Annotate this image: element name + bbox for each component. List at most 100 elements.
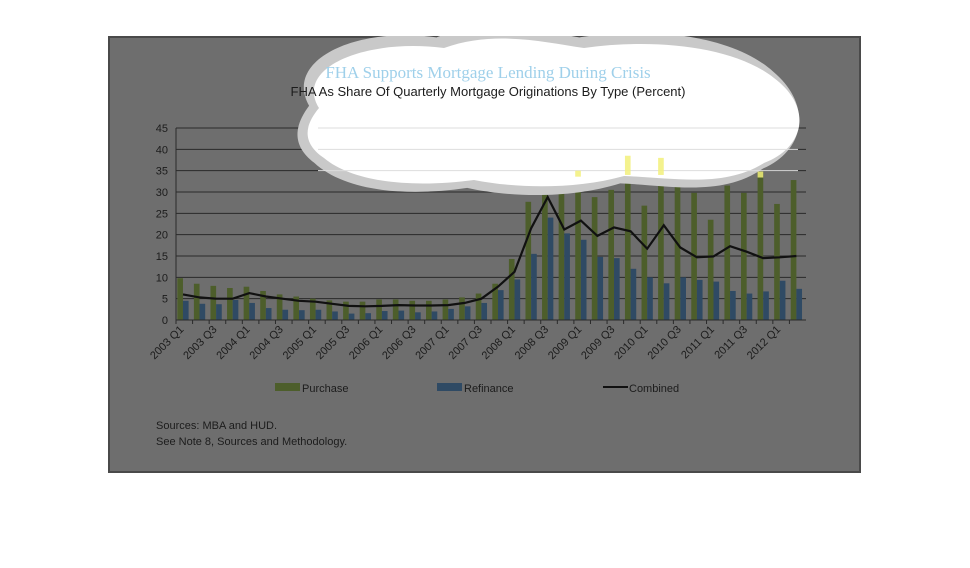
bar-purchase — [674, 181, 681, 320]
bar-refinance — [216, 304, 222, 320]
bar-refinance — [779, 280, 786, 320]
bar-refinance — [580, 239, 587, 320]
bar-purchase — [426, 300, 432, 320]
bar-purchase — [442, 299, 449, 320]
bar-purchase — [774, 203, 780, 320]
bar-refinance — [232, 299, 239, 320]
sources-line-2: See Note 8, Sources and Methodology. — [156, 436, 347, 448]
legend-label-refinance: Refinance — [464, 383, 514, 395]
bar-purchase — [707, 219, 714, 320]
legend-swatch-refinance — [437, 383, 462, 391]
y-tick-label: 45 — [156, 123, 168, 135]
chart-subtitle: FHA As Share Of Quarterly Mortgage Origi… — [291, 84, 686, 99]
bar-purchase — [309, 298, 316, 320]
bar-refinance — [282, 309, 289, 320]
bar-refinance — [398, 310, 405, 320]
y-tick-label: 15 — [156, 251, 168, 263]
bar-refinance — [763, 291, 769, 320]
bar-purchase — [790, 180, 797, 320]
bars-layer — [175, 155, 806, 324]
bar-purchase — [392, 299, 399, 320]
bar-purchase — [243, 286, 250, 320]
bar-refinance — [182, 300, 189, 320]
bar-purchase — [558, 189, 565, 320]
cloud-overlay — [297, 36, 800, 196]
y-tick-label: 0 — [162, 315, 168, 327]
bar-refinance — [696, 279, 703, 320]
bar-purchase — [741, 192, 747, 320]
bar-purchase-highlight — [575, 170, 581, 177]
bar-purchase — [193, 283, 200, 320]
bar-purchase — [757, 171, 764, 320]
bar-purchase — [409, 300, 416, 320]
bar-purchase — [210, 285, 217, 320]
bar-purchase — [343, 301, 349, 320]
bar-purchase — [227, 288, 233, 320]
bar-refinance — [680, 277, 686, 320]
bar-purchase — [525, 201, 532, 320]
bar-purchase — [608, 189, 615, 320]
y-tick-label: 5 — [162, 294, 168, 306]
bar-refinance — [730, 290, 736, 320]
bar-purchase-highlight — [624, 155, 631, 175]
bar-purchase — [624, 155, 631, 320]
bar-refinance — [415, 312, 421, 320]
bar-purchase-highlight — [658, 157, 664, 175]
bar-refinance — [431, 311, 438, 320]
bar-purchase — [724, 185, 731, 320]
bar-purchase — [276, 294, 283, 320]
chart-frame: 0 5 10 15 20 25 30 35 40 45 2003 Q1 2003 Q3 2004 Q1… — [108, 36, 861, 473]
bar-refinance — [381, 311, 388, 320]
y-tick-label: 30 — [156, 187, 168, 199]
bar-refinance — [365, 313, 371, 320]
bar-refinance — [531, 253, 537, 320]
bar-purchase-highlight — [757, 171, 764, 178]
bar-purchase — [177, 278, 183, 320]
bar-refinance — [547, 217, 554, 320]
bar-refinance — [514, 279, 521, 320]
bar-refinance — [199, 303, 206, 320]
bar-purchase — [260, 290, 266, 320]
y-tick-label: 35 — [156, 166, 168, 178]
bar-refinance — [464, 306, 471, 320]
bar-purchase — [542, 185, 548, 320]
y-tick-label: 20 — [156, 230, 168, 242]
bar-refinance — [299, 310, 305, 320]
y-tick-label: 10 — [156, 272, 168, 284]
bar-refinance — [564, 233, 570, 320]
bar-purchase — [658, 157, 664, 320]
bar-refinance — [332, 311, 338, 320]
bar-purchase — [575, 170, 581, 320]
bar-purchase — [641, 205, 648, 320]
legend: Purchase Refinance Combined — [275, 383, 679, 395]
bar-refinance — [265, 308, 272, 320]
sources-line-1: Sources: MBA and HUD. — [156, 420, 277, 432]
bar-refinance — [663, 283, 670, 320]
bar-refinance — [481, 302, 488, 320]
bar-refinance — [348, 313, 355, 320]
chart-title: FHA Supports Mortgage Lending During Cri… — [325, 63, 650, 82]
bar-refinance — [647, 277, 653, 320]
legend-label-purchase: Purchase — [302, 383, 348, 395]
bar-purchase — [359, 301, 366, 320]
bar-refinance — [630, 268, 637, 320]
bar-refinance — [249, 302, 255, 320]
bar-purchase — [459, 297, 465, 320]
bar-purchase — [376, 299, 382, 320]
bar-refinance — [796, 288, 803, 320]
y-axis-ticks: 0 5 10 15 20 25 30 35 40 45 — [156, 123, 168, 327]
bar-purchase — [492, 283, 498, 320]
bar-purchase — [326, 300, 333, 320]
bar-refinance — [497, 290, 504, 320]
bar-refinance — [448, 308, 454, 320]
legend-swatch-purchase — [275, 383, 300, 391]
legend-label-combined: Combined — [629, 383, 679, 395]
y-tick-label: 25 — [156, 208, 168, 220]
bar-refinance — [713, 281, 720, 320]
bar-refinance — [746, 293, 753, 320]
bar-purchase — [508, 258, 515, 320]
bar-refinance — [597, 256, 604, 320]
bar-purchase — [293, 296, 300, 320]
line-combined — [182, 194, 797, 308]
